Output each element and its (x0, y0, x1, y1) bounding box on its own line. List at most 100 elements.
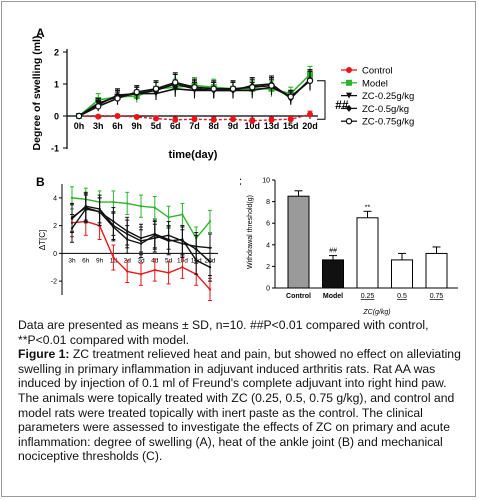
panel-a-data-point (287, 116, 294, 123)
panel-b-data-point (181, 213, 184, 216)
panel-a-data-point (153, 115, 159, 122)
panel-a-legend-marker (346, 92, 352, 99)
panel-c-label: C (240, 175, 242, 189)
panel-a-data-point (114, 95, 121, 102)
panel-a-x-tick-label: 9d (228, 121, 239, 131)
panel-b-data-point (70, 196, 74, 200)
panel-b-label: B (36, 175, 45, 189)
panel-a-legend-label: Control (362, 66, 393, 77)
panel-b-data-point (139, 205, 143, 208)
panel-a-legend-marker (346, 79, 352, 86)
panel-b-y-tick-label: 0 (53, 251, 57, 258)
panel-b-data-point (84, 207, 88, 211)
panel-b-data-point (181, 266, 184, 269)
panel-a-data-point (307, 111, 313, 118)
panel-c-bar (425, 252, 448, 289)
panel-b-data-point (153, 268, 156, 272)
panel-a-x-tick-label: 15d (283, 121, 299, 131)
panel-c-y-tick-label: 0 (266, 286, 270, 293)
panel-a-x-tick-label: 6d (170, 121, 181, 131)
panel-a-y-tick-label: 0 (54, 112, 59, 122)
panel-a-data-point (75, 112, 83, 120)
panel-a-significance-bracket (317, 80, 326, 120)
panel-b-data-point (126, 202, 129, 205)
panel-a-x-tick-label: 7d (189, 121, 200, 131)
panel-a-data-point (249, 83, 256, 91)
panel-c-y-tick-label: 2 (266, 264, 270, 271)
panel-a-data-point (249, 117, 256, 124)
panel-b-y-tick-label: 4 (53, 195, 57, 202)
panel-a-x-tick-label: 3h (93, 121, 104, 131)
panel-a-data-point (133, 88, 140, 96)
panel-b-data-point (112, 256, 115, 259)
panel-a-legend-marker (346, 67, 352, 73)
panel-c-chart: C Withdrawal threshold(g) ZC(g/kg) 10 8 6 4… (240, 175, 458, 316)
panel-a-data-point (95, 103, 102, 110)
panel-b-x-tick-label: 6h (82, 257, 90, 264)
panel-b-data-point (112, 200, 115, 204)
caption-body: Figure 1: ZC treatment relieved heat and… (18, 347, 468, 464)
panel-c-y-tick-label: 6 (266, 221, 270, 228)
panel-b-data-point (167, 216, 170, 219)
panel-b-chart: B ΔT[C] 420-23h6h9h1d2d3d4d5d10d15d20d (36, 175, 218, 302)
panel-a-x-tick-label: 8d (208, 121, 219, 131)
panel-b-data-point (126, 270, 129, 273)
panel-b-y-tick-label: 2 (53, 223, 57, 230)
panel-b-data-point (208, 246, 212, 250)
panel-a-label: A (36, 26, 45, 40)
panel-a-legend-label: ZC-0.75g/kg (362, 117, 414, 128)
panel-c-category-label: Control (286, 293, 311, 300)
panel-b-data-point (181, 242, 184, 245)
panel-c-annotation: ** (365, 204, 371, 211)
panel-b-y-tick-label: -2 (51, 279, 57, 286)
caption-note: Data are presented as means ± SD, n=10. … (18, 318, 429, 347)
panel-a-data-point (210, 85, 217, 93)
panel-b-data-point (167, 271, 170, 274)
panel-b-data-point (167, 238, 170, 241)
panel-a-x-tick-label: 5d (151, 121, 162, 131)
panel-a-data-point (229, 85, 237, 93)
panel-b-data-point (98, 210, 101, 213)
panel-a-legend-label: ZC-0.5g/kg (362, 104, 409, 115)
panel-a-data-point (268, 82, 275, 89)
panel-b-x-tick-label: 5d (165, 257, 173, 264)
panel-c-group-label: ZC(g/kg) (362, 309, 390, 316)
panel-a-legend-label: ZC-0.25g/kg (362, 91, 414, 102)
panel-c-bar (391, 259, 413, 289)
panel-c-category-label: 0.25 (361, 293, 375, 300)
panel-a-data-point (306, 77, 314, 85)
panel-a-data-point (152, 85, 160, 93)
panel-a-data-point (133, 113, 140, 120)
panel-b-data-point (112, 220, 115, 223)
panel-a-data-point (287, 93, 294, 101)
panel-a-x-tick-label: 0h (74, 121, 85, 131)
panel-a-data-point (191, 83, 198, 91)
panel-a-data-point (172, 79, 179, 86)
panel-c-annotation: ## (329, 248, 337, 255)
panel-b-data-point (153, 232, 156, 236)
panel-b-data-point (195, 245, 198, 248)
caption-figure-label: Figure 1: (18, 347, 70, 362)
panel-a-xlabel: time(day) (169, 149, 218, 161)
panel-b-x-tick-label: 9h (96, 257, 104, 264)
panel-a-y-tick-label: -1 (51, 144, 59, 154)
panel-c-y-tick-label: 4 (266, 242, 270, 249)
panel-a-legend-marker (345, 117, 353, 125)
panel-c-bar (356, 217, 379, 289)
panel-c-y-tick-label: 10 (262, 178, 270, 185)
panel-b-data-point (153, 206, 156, 209)
panel-a-x-tick-label: 9h (131, 121, 142, 131)
panel-c-ylabel: Withdrawal threshold(g) (247, 195, 254, 269)
panel-a-x-tick-label: 13d (264, 121, 280, 131)
panel-c-category-label: Model (323, 293, 343, 300)
panel-b-data-point (126, 229, 129, 233)
panel-b-ylabel: ΔT[C] (38, 230, 47, 250)
figure-caption: Data are presented as means ± SD, n=10. … (18, 318, 468, 464)
panel-a-data-point (191, 116, 198, 123)
panel-a-data-point (230, 116, 236, 123)
panel-b-data-point (208, 220, 212, 223)
panel-a-ylabel: Degree of swelling (ml) (31, 36, 43, 151)
panel-a-y-tick-label: 2 (54, 48, 59, 58)
panel-b-x-tick-label: 3d (137, 257, 145, 264)
